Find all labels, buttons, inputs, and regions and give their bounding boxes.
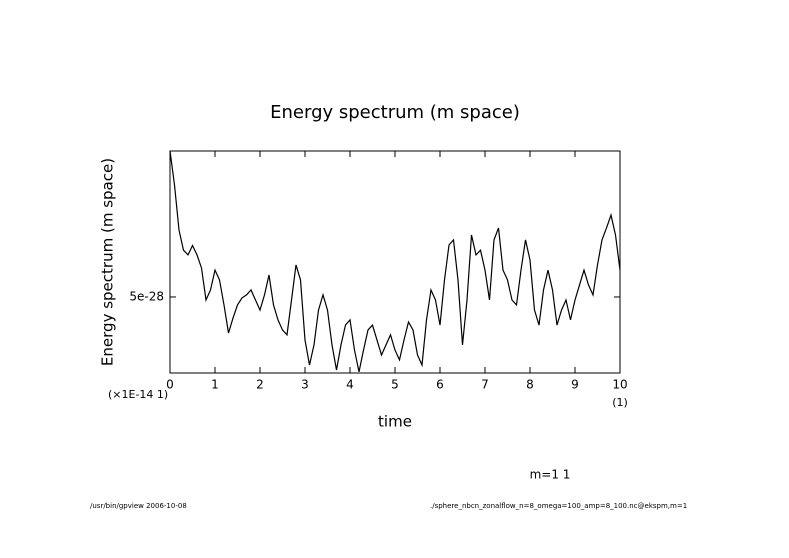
- x-scale-note: (×1E-14 1): [108, 388, 168, 401]
- footer-right: ./sphere_nbcn_zonalflow_n=8_omega=100_am…: [430, 502, 687, 510]
- x-tick-label: 4: [346, 378, 354, 392]
- x-tick-label: 2: [256, 378, 264, 392]
- annotation: m=1 1: [530, 468, 571, 482]
- y-tick-label: 5e-28: [129, 289, 164, 303]
- x-unit-note: (1): [612, 396, 628, 409]
- x-tick-label: 3: [301, 378, 309, 392]
- x-tick-label: 8: [526, 378, 534, 392]
- x-tick-label: 1: [211, 378, 219, 392]
- x-tick-label: 0: [166, 378, 174, 392]
- x-tick-label: 7: [481, 378, 489, 392]
- chart-title: Energy spectrum (m space): [270, 102, 520, 123]
- y-axis-label: Energy spectrum (m space): [99, 158, 117, 366]
- x-tick-label: 10: [612, 378, 627, 392]
- plot-frame: [169, 150, 621, 374]
- data-line: [169, 150, 621, 372]
- x-tick-label: 6: [436, 378, 444, 392]
- footer-left: /usr/bin/gpview 2006-10-08: [90, 502, 187, 510]
- x-axis-label: time: [378, 413, 412, 431]
- x-tick-label: 5: [391, 378, 399, 392]
- x-tick-label: 9: [571, 378, 579, 392]
